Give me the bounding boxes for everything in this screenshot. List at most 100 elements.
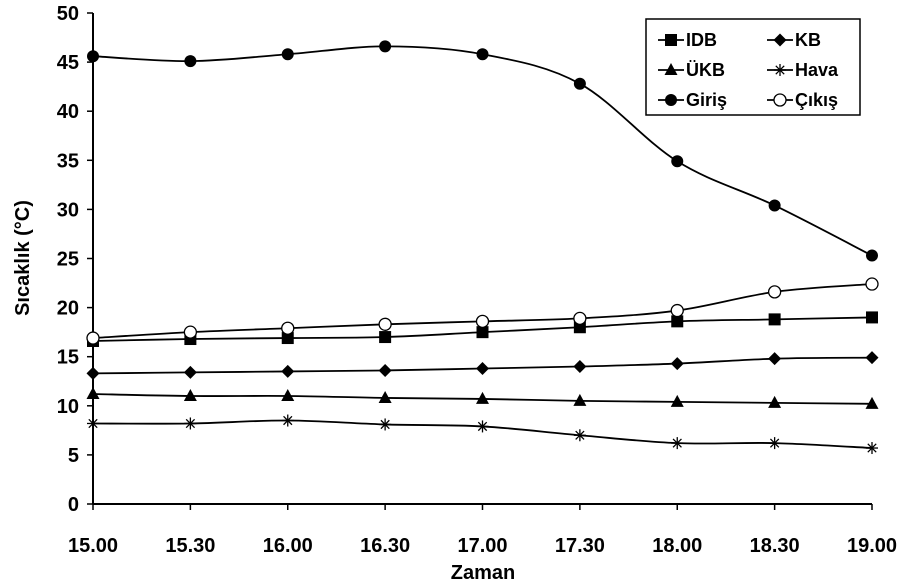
data-point [767,285,782,299]
data-point [768,395,782,408]
legend-label: IDB [686,30,717,50]
legend-label: ÜKB [686,60,725,80]
legend-box [645,18,861,116]
x-tick-label: 16.00 [263,535,313,557]
series-Hava [87,414,878,455]
x-tick-label: 17.00 [457,535,507,557]
data-point [184,55,197,68]
y-tick-label: 0 [68,494,79,516]
data-point [476,391,489,404]
data-point [573,393,587,406]
y-tick-label: 5 [68,445,79,467]
data-point [866,249,878,262]
legend: IDB KB ÜKB Hava Giriş Çıkış [645,18,861,116]
y-tick-label: 35 [57,150,79,172]
y-tick-label: 30 [57,199,79,221]
x-tick-label: 15.30 [165,535,215,557]
data-point [281,388,295,401]
data-point [865,277,879,291]
data-point [476,48,489,61]
legend-marker [665,94,677,106]
x-tick-label: 17.30 [555,535,605,557]
data-point [573,360,587,374]
series-Giriş [87,40,878,262]
data-point [183,365,197,379]
data-point [476,361,489,375]
y-tick-label: 50 [57,3,79,25]
data-point [281,332,294,345]
legend-label: Çıkış [795,90,838,110]
data-point [379,418,392,431]
data-point [86,331,100,345]
x-tick-label: 16.30 [360,535,410,557]
legend-marker [774,64,786,76]
legend-label: KB [795,30,821,50]
data-point [281,364,295,378]
data-point [379,40,392,53]
data-point [573,77,586,90]
legend-item: ÜKB [658,60,725,80]
legend-marker [773,33,787,47]
y-axis-title: Sıcaklık (°C) [12,200,34,316]
data-point [86,366,100,380]
legend-marker [664,63,678,75]
data-point [378,317,392,331]
legend-marker [665,34,677,46]
series-ÜKB [86,387,879,409]
x-tick-label: 18.00 [652,535,702,557]
y-tick-label: 20 [57,298,79,320]
y-tick-label: 15 [57,347,79,369]
legend-label: Giriş [686,90,727,110]
x-tick-label: 18.30 [750,535,800,557]
x-ticks: 15.00 15.30 16.00 16.30 17.00 17.30 18.00 18.30… [68,504,897,557]
data-point [671,155,684,168]
data-point [378,390,392,403]
legend-label: Hava [795,60,839,80]
series-Çıkış [86,277,879,345]
y-tick-label: 45 [57,52,79,74]
data-point [671,437,684,450]
x-axis-title: Zaman [451,562,515,584]
data-point [184,417,197,430]
legend-marker [773,93,787,107]
data-point [281,48,294,61]
data-point [768,199,781,212]
data-point [573,311,587,326]
series-layer [86,40,879,455]
data-point [670,394,684,407]
data-point [768,313,781,326]
data-point [670,357,684,371]
y-tick-label: 40 [57,101,79,123]
data-point [476,420,489,433]
x-tick-label: 15.00 [68,535,118,557]
data-point [866,442,878,455]
y-ticks: 0 5 10 15 20 25 30 35 40 45 50 [57,3,93,516]
data-point [183,325,198,339]
series-IDB [87,311,878,347]
data-point [378,363,392,377]
data-point [475,314,490,328]
data-point [573,429,586,442]
data-point [671,315,684,328]
legend-item: IDB [658,30,717,50]
data-point [183,388,197,401]
data-point [379,331,392,344]
data-point [87,50,99,63]
data-point [768,437,781,450]
data-point [281,414,294,427]
legend-item: KB [767,30,821,50]
data-point [87,417,99,430]
data-point [768,352,782,366]
legend-item: Hava [767,60,839,80]
legend-items: IDB KB ÜKB Hava Giriş Çıkış [658,30,839,110]
legend-item: Giriş [658,90,727,110]
data-point [865,396,879,409]
data-point [86,387,100,400]
data-point [865,351,879,365]
y-tick-label: 25 [57,249,79,271]
data-point [476,326,489,339]
data-point [281,321,295,335]
data-point [866,311,878,324]
legend-item: Çıkış [767,90,838,110]
